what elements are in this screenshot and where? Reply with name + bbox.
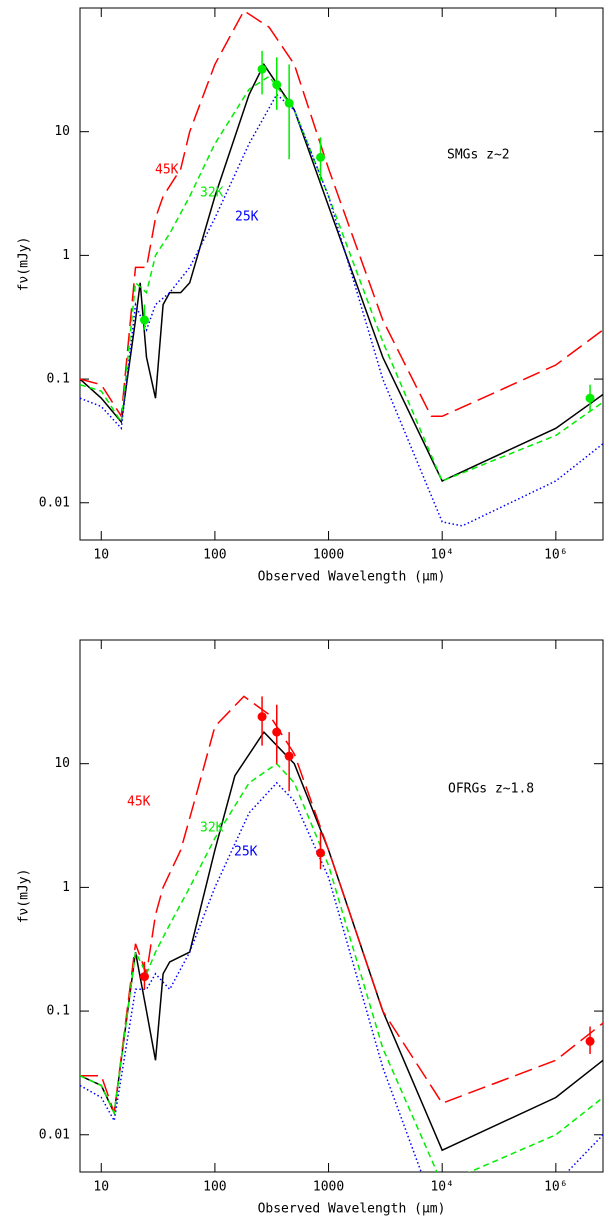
x-tick-label: 100 — [203, 548, 226, 563]
sed-curve — [80, 62, 603, 482]
x-axis-label: Observed Wavelength (μm) — [258, 1202, 446, 1217]
curve-label: 25K — [234, 845, 258, 860]
data-point — [585, 1036, 595, 1046]
x-axis-label: Observed Wavelength (μm) — [258, 570, 446, 585]
x-tick-label: 100 — [203, 1180, 226, 1195]
annotation: OFRGs z~1.8 — [448, 782, 534, 797]
curve-label: 32K — [200, 186, 224, 201]
y-tick-label: 0.01 — [39, 495, 70, 510]
panel: 10 100 1000 10⁴ 10⁶ 0.01 0.1 1 10 Observed Wavele… — [17, 7, 604, 585]
curve-label: 25K — [235, 210, 259, 225]
data-point — [272, 727, 282, 737]
data-point — [585, 393, 595, 403]
y-axis-label: fν(mJy) — [17, 869, 32, 924]
sed-curve — [80, 762, 603, 1172]
data-point — [284, 98, 294, 108]
x-tick-label: 10 — [93, 548, 109, 563]
y-tick-label: 0.1 — [47, 372, 70, 387]
plot-frame — [79, 7, 604, 541]
data-point — [257, 64, 267, 74]
x-tick-label: 10⁴ — [430, 548, 453, 563]
x-tick-label: 10⁴ — [430, 1180, 453, 1195]
curve-label: 45K — [127, 795, 151, 810]
curve-label: 45K — [155, 163, 179, 178]
x-tick-label: 1000 — [313, 1180, 344, 1195]
plot-frame — [79, 639, 604, 1173]
y-tick-label: 1 — [62, 248, 70, 263]
data-point — [316, 848, 326, 858]
y-tick-label: 0.01 — [39, 1127, 70, 1142]
plot-area — [80, 695, 603, 1172]
sed-curve — [80, 75, 603, 482]
plot-area — [80, 9, 603, 527]
data-point — [272, 80, 282, 90]
x-tick-label: 10 — [93, 1180, 109, 1195]
y-tick-label: 1 — [62, 880, 70, 895]
x-tick-label: 10⁶ — [544, 548, 567, 563]
annotation: SMGs z~2 — [447, 148, 510, 163]
data-point — [257, 712, 267, 722]
panel: 10 100 1000 10⁴ 10⁶ 0.01 0.1 1 10 Observed Wavele… — [17, 639, 604, 1217]
y-axis-label: fν(mJy) — [17, 237, 32, 292]
sed-curve — [80, 730, 603, 1152]
y-tick-label: 10 — [54, 124, 70, 139]
data-point — [316, 152, 326, 162]
data-point — [139, 315, 149, 325]
data-point — [139, 972, 149, 982]
curve-label: 32K — [200, 821, 224, 836]
sed-curve — [80, 93, 603, 527]
x-tick-label: 10⁶ — [544, 1180, 567, 1195]
y-tick-label: 0.1 — [47, 1004, 70, 1019]
x-tick-label: 1000 — [313, 548, 344, 563]
y-tick-label: 10 — [54, 756, 70, 771]
sed-curve — [80, 9, 603, 419]
sed-curve — [80, 781, 603, 1172]
data-point — [284, 751, 294, 761]
sed-curve — [80, 695, 603, 1114]
